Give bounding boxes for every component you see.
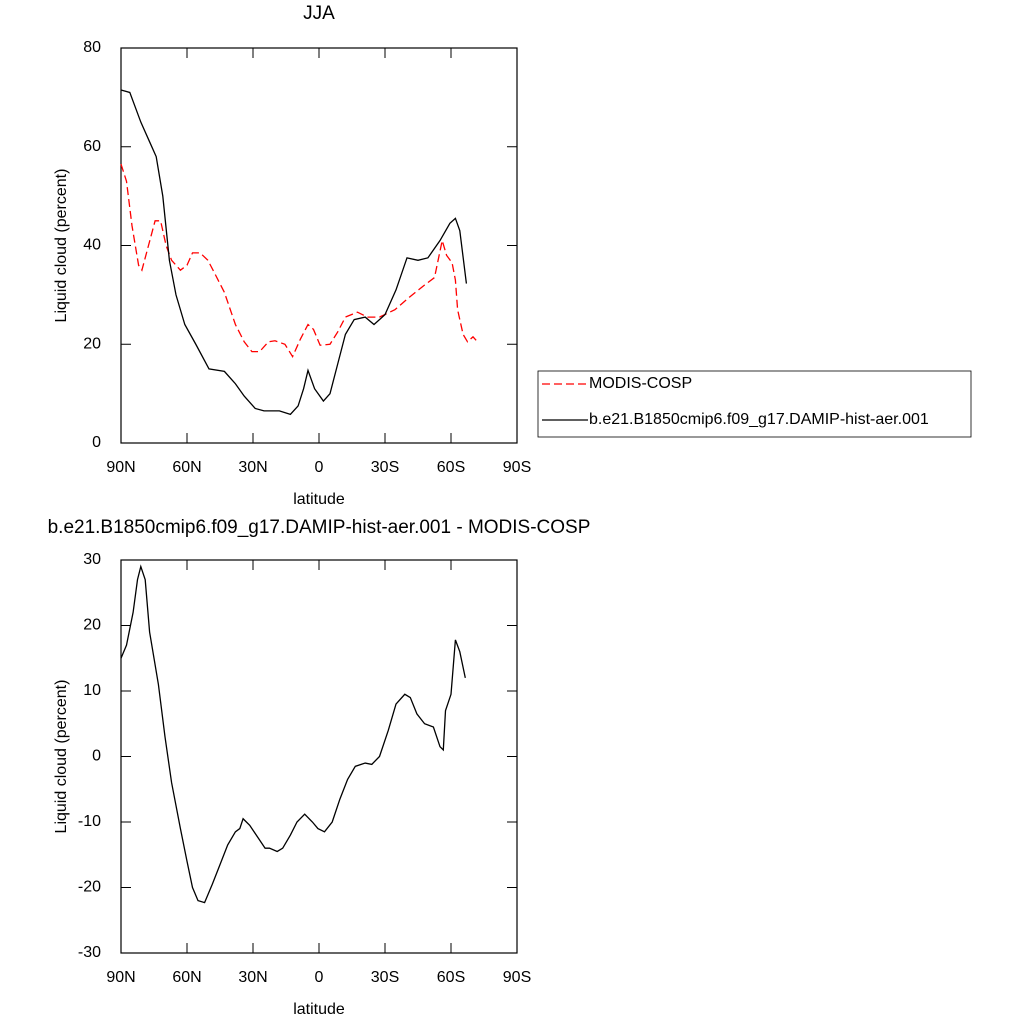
x-axis-label: latitude xyxy=(293,491,345,508)
line-series xyxy=(120,89,468,416)
x-tick-label: 60N xyxy=(172,969,201,986)
x-tick-label: 30S xyxy=(371,969,399,986)
x-tick-label: 90N xyxy=(106,969,135,986)
x-tick-label: 30N xyxy=(238,459,267,476)
x-tick-label: 0 xyxy=(315,459,324,476)
x-tick-label: 60N xyxy=(172,459,201,476)
x-axis-label: latitude xyxy=(293,1001,345,1018)
x-tick-label: 90N xyxy=(106,459,135,476)
y-tick-label: 0 xyxy=(92,748,101,765)
y-tick-label: -10 xyxy=(78,813,101,830)
y-tick-label: 60 xyxy=(83,138,101,155)
x-tick-label: 60S xyxy=(437,969,465,986)
legend-label: MODIS-COSP xyxy=(589,375,692,392)
plot-frame xyxy=(120,47,518,444)
x-tick-label: 90S xyxy=(503,969,531,986)
x-tick-label: 30N xyxy=(238,969,267,986)
x-tick-label: 30S xyxy=(371,459,399,476)
y-tick-label: 30 xyxy=(83,551,101,568)
y-axis-label: Liquid cloud (percent) xyxy=(53,169,70,323)
y-tick-label: 20 xyxy=(83,335,101,352)
line-series xyxy=(120,564,466,904)
legend-box xyxy=(537,370,972,438)
y-tick-label: 0 xyxy=(92,434,101,451)
plot-frame xyxy=(120,559,518,954)
y-tick-label: 10 xyxy=(83,682,101,699)
y-tick-label: 40 xyxy=(83,237,101,254)
chart-title: b.e21.B1850cmip6.f09_g17.DAMIP-hist-aer.… xyxy=(48,517,591,538)
chart-title: JJA xyxy=(303,3,335,24)
x-tick-label: 90S xyxy=(503,459,531,476)
line-series xyxy=(120,163,478,358)
y-tick-label: 20 xyxy=(83,617,101,634)
y-tick-label: 80 xyxy=(83,39,101,56)
legend-label: b.e21.B1850cmip6.f09_g17.DAMIP-hist-aer.… xyxy=(589,411,929,428)
y-tick-label: -20 xyxy=(78,879,101,896)
y-tick-label: -30 xyxy=(78,944,101,961)
y-axis-label: Liquid cloud (percent) xyxy=(53,680,70,834)
x-tick-label: 0 xyxy=(315,969,324,986)
x-tick-label: 60S xyxy=(437,459,465,476)
